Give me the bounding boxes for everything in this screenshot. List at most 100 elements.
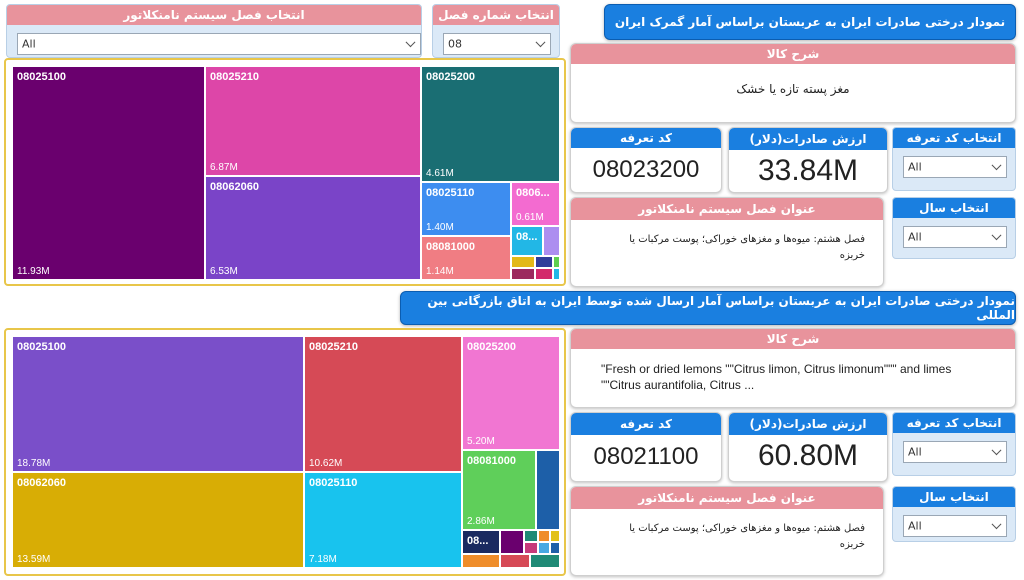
tile-code: 08025110 xyxy=(426,187,475,199)
tile-code: 08025100 xyxy=(17,71,66,83)
treemap1-tile[interactable] xyxy=(535,268,553,280)
select-year-value: All xyxy=(908,230,922,244)
nomenclature-dropdown[interactable]: All xyxy=(17,33,421,55)
select-year-label: انتخاب سال xyxy=(893,198,1015,218)
treemap1-tile[interactable]: 08... xyxy=(511,226,543,256)
treemap1-tile[interactable]: 0806... 0.61M xyxy=(511,182,560,226)
export-value: 60.80M xyxy=(757,439,859,472)
select-tariff-dropdown[interactable]: All xyxy=(903,156,1007,178)
export-value-label: ارزش صادرات(دلار) xyxy=(729,413,887,435)
treemap1-tile[interactable] xyxy=(553,256,560,268)
chevron-down-icon xyxy=(405,37,416,48)
treemap1-tile[interactable] xyxy=(535,256,553,268)
treemap1-tile[interactable] xyxy=(553,268,560,280)
treemap2-tile[interactable]: 08025110 7.18M xyxy=(304,472,462,568)
treemap2-tile[interactable] xyxy=(524,542,538,554)
tariff-code-value: 08023200 xyxy=(592,156,700,183)
tariff-code-card-1: کد تعرفه 08023200 xyxy=(570,127,722,193)
treemap2-tile[interactable]: 08025100 18.78M xyxy=(12,336,304,472)
select-year-dropdown[interactable]: All xyxy=(903,515,1007,537)
treemap2-tile[interactable] xyxy=(536,450,560,530)
nomenclature-title-card-1: عنوان فصل سیستم نامنکلاتور فصل هشتم: میو… xyxy=(570,197,884,287)
select-tariff-label: انتخاب کد تعرفه xyxy=(893,413,1015,433)
treemap2-tile[interactable]: 08... xyxy=(462,530,500,554)
treemap2-tile[interactable] xyxy=(462,554,500,568)
nomenclature-title-label: عنوان فصل سیستم نامنکلاتور xyxy=(571,487,883,509)
tariff-code-value: 08021100 xyxy=(593,443,699,470)
treemap1-tile[interactable] xyxy=(511,268,535,280)
chevron-down-icon xyxy=(991,160,1002,171)
tile-value: 6.53M xyxy=(210,266,238,277)
treemap1-tile[interactable]: 08081000 1.14M xyxy=(421,236,511,280)
select-year-slicer-2: انتخاب سال All xyxy=(892,486,1016,542)
treemap2-tile[interactable]: 08081000 2.86M xyxy=(462,450,536,530)
treemap2-tile[interactable] xyxy=(550,542,560,554)
tile-value: 18.78M xyxy=(17,458,51,469)
treemap2-tile[interactable]: 08025210 10.62M xyxy=(304,336,462,472)
select-year-dropdown[interactable]: All xyxy=(903,226,1007,248)
treemap2-tile[interactable] xyxy=(550,530,560,542)
treemap2-tile[interactable] xyxy=(530,554,560,568)
goods-desc-value: "Fresh or dried lemons ""Citrus limon, C… xyxy=(601,362,952,392)
tile-value: 13.59M xyxy=(17,554,51,565)
chevron-down-icon xyxy=(535,37,546,48)
treemap1-tile[interactable]: 08025200 4.61M xyxy=(421,66,560,182)
tile-code: 08025210 xyxy=(210,71,259,83)
treemap2-tile[interactable] xyxy=(500,530,524,554)
select-tariff-slicer-2: انتخاب کد تعرفه All xyxy=(892,412,1016,476)
tile-code: 08062060 xyxy=(210,181,259,193)
tile-code: 08... xyxy=(467,535,489,547)
section2-title: نمودار درختی صادرات ایران به عربستان برا… xyxy=(400,291,1016,325)
nomenclature-slicer-label: انتخاب فصل سیستم نامنکلاتور xyxy=(7,5,421,25)
nomenclature-slicer: انتخاب فصل سیستم نامنکلاتور All xyxy=(6,4,422,58)
treemap2-tile[interactable] xyxy=(524,530,538,542)
select-year-label: انتخاب سال xyxy=(893,487,1015,507)
tile-value: 1.14M xyxy=(426,266,454,277)
select-tariff-label: انتخاب کد تعرفه xyxy=(893,128,1015,148)
treemap1-tile[interactable]: 08025210 6.87M xyxy=(205,66,421,176)
nomenclature-title-card-2: عنوان فصل سیستم نامنکلاتور فصل هشتم: میو… xyxy=(570,486,884,576)
tariff-code-label: کد تعرفه xyxy=(571,413,721,435)
tile-code: 0806... xyxy=(516,187,550,199)
treemap1-tile[interactable]: 08062060 6.53M xyxy=(205,176,421,280)
tile-value: 7.18M xyxy=(309,554,337,565)
treemap1-tile[interactable]: 08025110 1.40M xyxy=(421,182,511,236)
export-value-card-1: ارزش صادرات(دلار) 33.84M xyxy=(728,127,888,193)
nomenclature-title-value: فصل هشتم: میوه‌ها و مغزهای خوراکی؛ پوست … xyxy=(629,234,865,261)
select-year-slicer-1: انتخاب سال All xyxy=(892,197,1016,259)
tile-code: 08... xyxy=(516,231,538,243)
tile-value: 6.87M xyxy=(210,162,238,173)
treemap2-tile[interactable] xyxy=(500,554,530,568)
treemap1-tile[interactable]: 08025100 11.93M xyxy=(12,66,205,280)
treemap2-tile[interactable]: 08025200 5.20M xyxy=(462,336,560,450)
goods-desc-card-2: شرح کالا "Fresh or dried lemons ""Citrus… xyxy=(570,328,1016,408)
goods-desc-label: شرح کالا xyxy=(571,44,1015,64)
tile-code: 08025100 xyxy=(17,341,66,353)
tile-code: 08025110 xyxy=(309,477,358,489)
goods-desc-value: مغز پسته تازه یا خشک xyxy=(736,82,850,96)
treemap2-tile[interactable] xyxy=(538,530,550,542)
chapter-dropdown-value: 08 xyxy=(448,37,462,51)
tile-value: 5.20M xyxy=(467,436,495,447)
chevron-down-icon xyxy=(991,519,1002,530)
tile-code: 08081000 xyxy=(467,455,516,467)
treemap2-tile[interactable]: 08062060 13.59M xyxy=(12,472,304,568)
nomenclature-title-label: عنوان فصل سیستم نامنکلاتور xyxy=(571,198,883,220)
chapter-dropdown[interactable]: 08 xyxy=(443,33,551,55)
export-value-label: ارزش صادرات(دلار) xyxy=(729,128,887,150)
tariff-code-card-2: کد تعرفه 08021100 xyxy=(570,412,722,482)
select-year-value: All xyxy=(908,519,922,533)
section1-title: نمودار درختی صادرات ایران به عربستان برا… xyxy=(604,4,1016,40)
treemap-icc: 08025100 18.78M 08025210 10.62M 08025200… xyxy=(4,328,566,576)
tile-value: 0.61M xyxy=(516,212,544,223)
treemap1-tile[interactable] xyxy=(543,226,560,256)
treemap2-tile[interactable] xyxy=(538,542,550,554)
select-tariff-dropdown[interactable]: All xyxy=(903,441,1007,463)
nomenclature-title-value: فصل هشتم: میوه‌ها و مغزهای خوراکی؛ پوست … xyxy=(629,523,865,550)
treemap1-tile[interactable] xyxy=(511,256,535,268)
select-tariff-value: All xyxy=(908,160,922,174)
tile-value: 11.93M xyxy=(17,266,50,277)
tariff-code-label: کد تعرفه xyxy=(571,128,721,148)
tile-code: 08025200 xyxy=(467,341,516,353)
chevron-down-icon xyxy=(991,230,1002,241)
